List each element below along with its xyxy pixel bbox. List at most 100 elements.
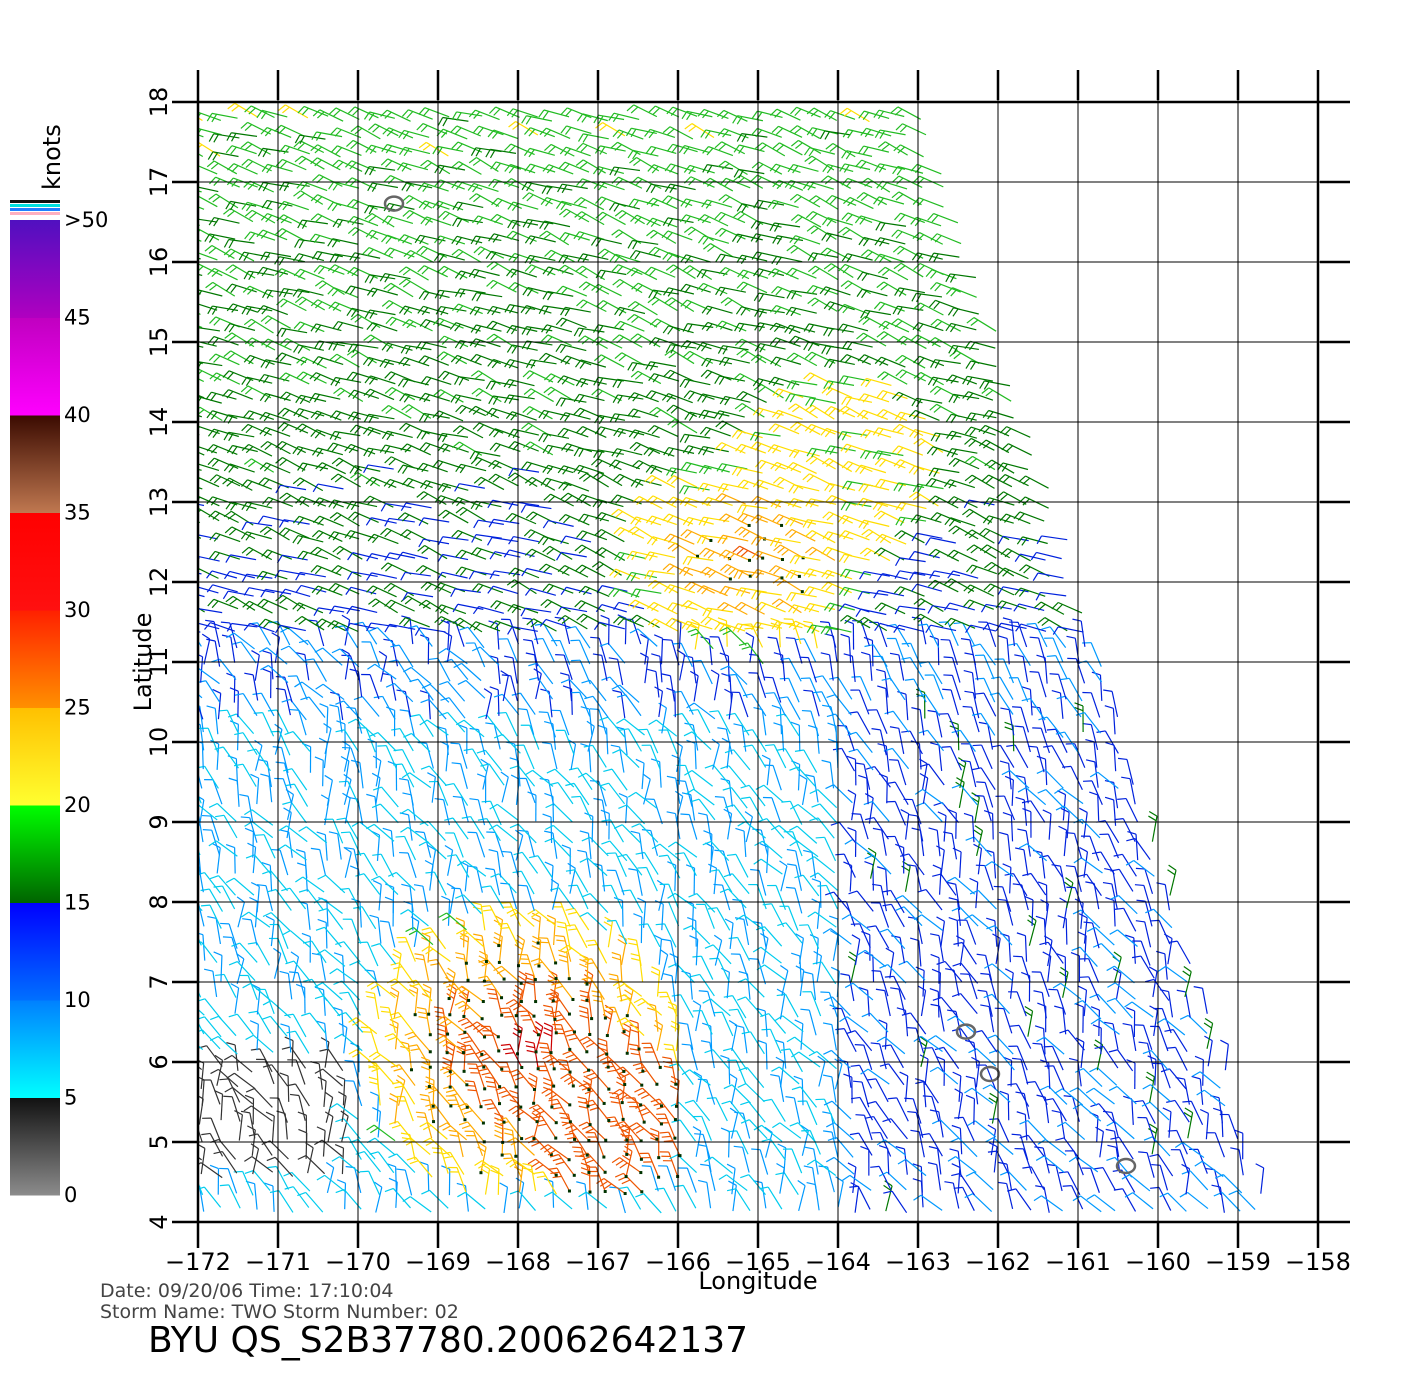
wind-barb: [251, 650, 260, 681]
wind-barb: [297, 1191, 324, 1213]
wind-barb: [728, 1020, 738, 1051]
wind-barb: [198, 1162, 223, 1179]
wind-barb: [772, 577, 804, 594]
wind-barb: [392, 948, 402, 980]
legend-band: [10, 317, 60, 416]
wind-barb: [701, 357, 733, 368]
wind-barb: [1068, 1156, 1099, 1173]
wind-barb: [296, 180, 328, 192]
wind-barb: [395, 1095, 414, 1122]
wind-barb: [692, 1000, 702, 1032]
wind-barb: [736, 203, 768, 213]
wind-barb: [788, 335, 820, 347]
wind-barb: [661, 230, 693, 241]
wind-barb: [518, 953, 537, 982]
wind-barb: [875, 221, 907, 232]
wind-barb: [789, 840, 819, 858]
wind-barb: [800, 1124, 809, 1156]
wind-barb: [658, 1165, 677, 1191]
wind-barb: [999, 426, 1031, 438]
wind-barb: [895, 123, 927, 136]
wind-barb: [908, 491, 939, 507]
wind-barb: [469, 798, 486, 826]
wind-barb: [314, 756, 324, 787]
wind-barb: [278, 519, 310, 528]
wind-barb: [324, 774, 333, 806]
wind-barb: [1074, 1002, 1084, 1033]
wind-barb: [556, 285, 588, 297]
wind-barb: [273, 947, 282, 979]
wind-barb: [611, 508, 642, 523]
wind-barb: [734, 1024, 748, 1054]
wind-barb: [615, 1120, 643, 1143]
wind-barb: [680, 299, 712, 312]
wind-barb: [279, 1072, 290, 1102]
wind-barb: [506, 908, 535, 927]
wind-barb: [929, 635, 940, 666]
wind-barb: [1010, 1024, 1032, 1049]
wind-barb: [1142, 1049, 1169, 1071]
wind-barb: [692, 1115, 712, 1141]
wind-barb: [543, 493, 574, 507]
wind-barb: [512, 870, 535, 895]
wind-barb: [910, 334, 941, 348]
legend-band: [10, 1000, 60, 1098]
wind-barb: [527, 791, 537, 822]
wind-barb: [543, 1022, 553, 1055]
wind-barb: [864, 861, 874, 891]
wind-barb: [198, 312, 201, 315]
wind-barb: [499, 1182, 509, 1214]
wind-barb: [910, 740, 922, 770]
wind-barb: [591, 990, 607, 1020]
wind-barb: [198, 932, 206, 961]
wind-barb: [360, 1026, 379, 1053]
wind-barb: [776, 1162, 785, 1194]
wind-barb: [750, 441, 782, 453]
wind-barb: [621, 1022, 632, 1055]
wind-barb: [761, 754, 771, 786]
wind-barb: [347, 226, 379, 240]
latitude-tick: 15: [145, 327, 173, 358]
wind-barb: [557, 427, 589, 438]
wind-barb: [815, 1098, 836, 1124]
wind-barb: [250, 1048, 273, 1073]
wind-barb: [1091, 671, 1103, 701]
wind-barb: [364, 274, 396, 284]
wind-barb: [773, 652, 786, 682]
wind-barb: [250, 881, 260, 913]
wind-barb: [840, 973, 855, 1002]
wind-barb: [919, 1054, 929, 1085]
wind-barb: [441, 1151, 465, 1175]
wind-barb: [915, 966, 925, 997]
wind-barb: [1181, 1170, 1209, 1191]
wind-barb: [809, 817, 835, 839]
wind-barb: [661, 673, 676, 702]
wind-barb: [425, 871, 447, 896]
wind-barb: [943, 674, 962, 701]
wind-barb: [337, 1011, 364, 1033]
wind-barb: [420, 698, 447, 720]
wind-barb: [1145, 1071, 1155, 1103]
wind-barb: [803, 372, 834, 386]
wind-barb: [278, 372, 310, 385]
wind-barb: [795, 965, 805, 997]
wind-barb: [1028, 745, 1045, 773]
wind-barb: [486, 279, 517, 293]
wind-barb: [999, 760, 1012, 790]
wind-barb: [279, 970, 293, 1000]
wind-barb: [523, 388, 554, 403]
wind-barb: [489, 803, 519, 821]
wind-barb: [850, 1064, 873, 1089]
wind-barb: [786, 244, 817, 260]
wind-barb: [682, 265, 713, 281]
wind-barb: [793, 1075, 804, 1106]
latitude-tick: 6: [145, 1054, 173, 1069]
wind-barb: [416, 123, 448, 135]
wind-barb: [951, 784, 978, 806]
wind-barb: [560, 306, 591, 317]
date-time-line: Date: 09/20/06 Time: 17:10:04: [100, 1280, 394, 1302]
wind-barb: [879, 964, 907, 984]
wind-barb: [991, 676, 1014, 700]
wind-barb: [524, 587, 557, 596]
wind-barb: [201, 633, 211, 665]
